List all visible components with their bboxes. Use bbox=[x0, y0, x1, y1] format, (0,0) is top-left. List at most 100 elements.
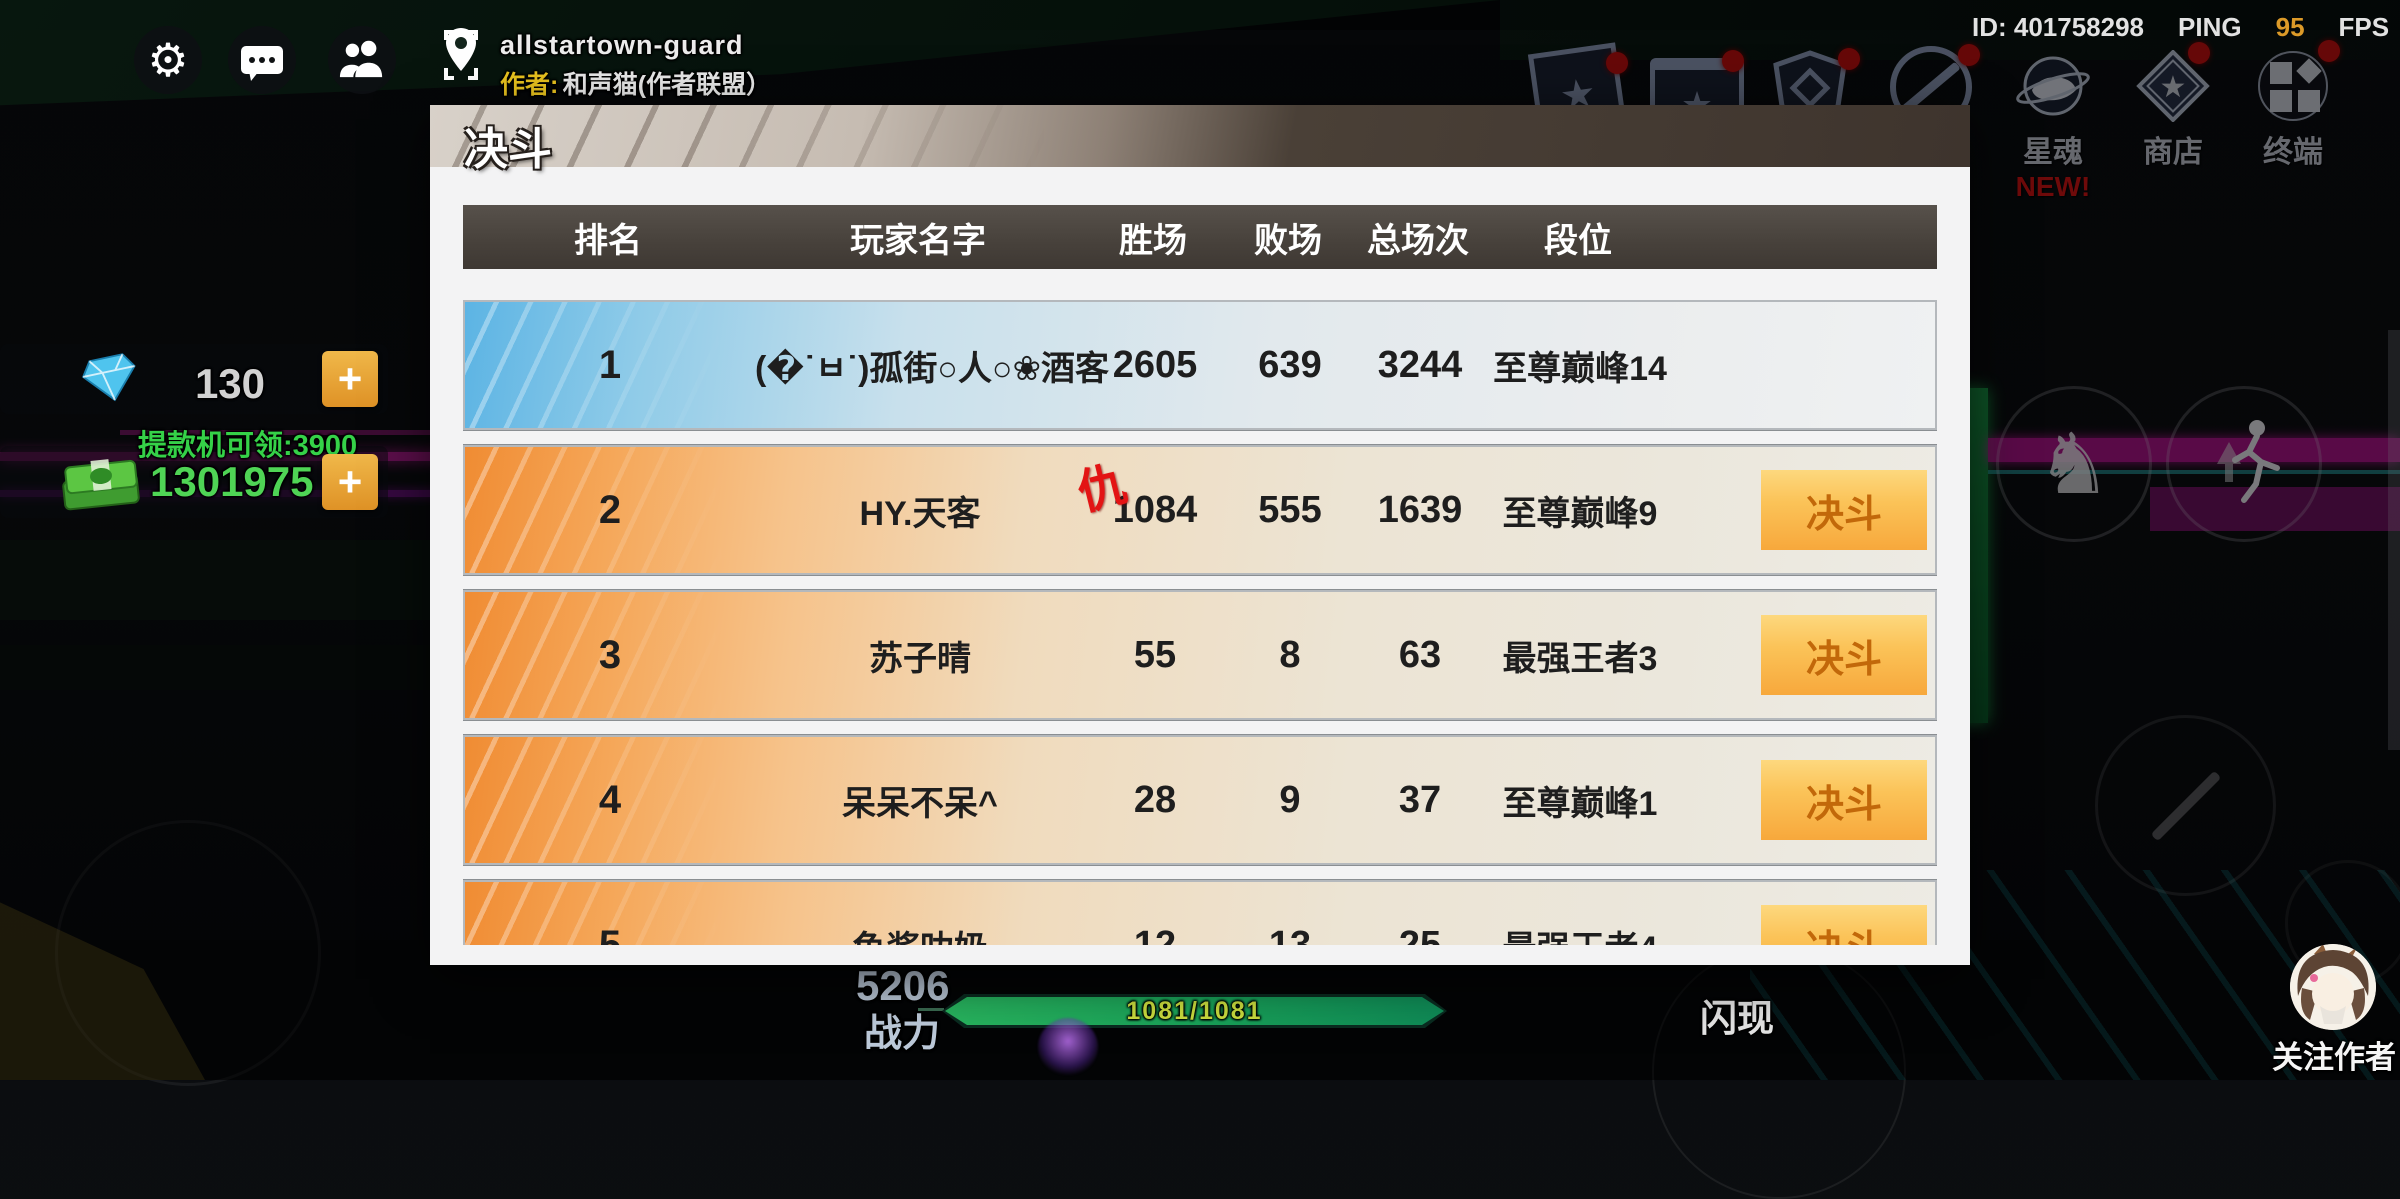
attack-button-dimmed[interactable] bbox=[2095, 715, 2276, 896]
author-label: 作者: bbox=[500, 71, 559, 99]
gear-icon: ⚙ bbox=[147, 34, 189, 86]
ping-value: 95 bbox=[2275, 12, 2305, 42]
health-text: 1081/1081 bbox=[1126, 996, 1263, 1025]
leaderboard-row: 1 (�˙ㅂ˙)孤街○人○❀酒客 2605 639 3244 至尊巅峰14 bbox=[463, 300, 1937, 430]
wins-cell: 55 bbox=[1133, 633, 1177, 676]
losses-cell: 8 bbox=[1279, 633, 1301, 676]
duel-modal: 决斗 排名 玩家名字 胜场 败场 总场次 段位 1 (�˙ㅂ˙)孤街○人○❀酒客… bbox=[430, 105, 1970, 965]
tier-cell: 至尊巅峰1 bbox=[1502, 784, 1658, 823]
map-button[interactable] bbox=[432, 24, 490, 91]
duel-button[interactable]: 决斗 bbox=[1761, 615, 1927, 695]
rank-cell: 5 bbox=[598, 922, 622, 946]
total-cell: 25 bbox=[1398, 923, 1442, 946]
friends-button[interactable] bbox=[328, 26, 396, 94]
rank-cell: 3 bbox=[598, 632, 622, 677]
total-cell: 1639 bbox=[1377, 488, 1463, 531]
tier-cell: 最强王者4 bbox=[1485, 921, 1675, 946]
header-name: 玩家名字 bbox=[850, 221, 986, 260]
menu-item-star-soul[interactable]: 星魂 NEW! bbox=[1998, 50, 2108, 203]
menu-label: 终端 bbox=[2263, 136, 2323, 169]
notification-dot bbox=[2188, 42, 2210, 64]
header-wins: 胜场 bbox=[1119, 221, 1187, 260]
leaderboard-row: 3 苏子晴 55 8 63 最强王者3 决斗 bbox=[463, 590, 1937, 720]
modal-title: 决斗 bbox=[464, 125, 552, 174]
horse-rider-icon: ♞ bbox=[2036, 417, 2112, 511]
people-icon bbox=[339, 38, 385, 83]
losses-cell: 13 bbox=[1268, 923, 1312, 946]
add-cash-button[interactable]: + bbox=[322, 454, 378, 510]
map-pin-icon bbox=[432, 28, 490, 90]
status-bar: ID: 401758298 PING 95 FPS 27 bbox=[1972, 12, 2400, 43]
power-label: 战力 bbox=[864, 1013, 941, 1055]
menu-label: 星魂 bbox=[2023, 136, 2083, 169]
player-name: (�˙ㅂ˙)孤街○人○❀酒客 bbox=[755, 349, 1109, 388]
chat-button[interactable] bbox=[228, 26, 296, 94]
total-cell: 63 bbox=[1398, 633, 1442, 676]
star-soul-icon bbox=[2014, 56, 2092, 126]
location-info: allstartown-guard 作者: 和声猫(作者联盟） bbox=[500, 30, 771, 101]
follow-author-label[interactable]: 关注作者 bbox=[2272, 1040, 2396, 1075]
player-name: HY.天客 bbox=[859, 494, 981, 533]
health-bar: 1081/1081 bbox=[942, 994, 1447, 1028]
duel-button[interactable]: 决斗 bbox=[1761, 905, 1927, 945]
author-avatar[interactable] bbox=[2290, 944, 2376, 1030]
rank-cell: 2 bbox=[598, 487, 622, 532]
rank-cell: 1 bbox=[598, 342, 622, 387]
notification-dot bbox=[1958, 44, 1980, 66]
terminal-icon bbox=[2254, 51, 2332, 126]
player-id: ID: 401758298 bbox=[1972, 12, 2145, 42]
losses-cell: 555 bbox=[1258, 488, 1322, 531]
add-diamond-button[interactable]: + bbox=[322, 351, 378, 407]
leaderboard-row: 4 呆呆不呆^ 28 9 37 至尊巅峰1 决斗 bbox=[463, 735, 1937, 865]
parkour-button[interactable] bbox=[2166, 386, 2322, 542]
menu-item-shop[interactable]: ★ 商店 bbox=[2118, 49, 2228, 171]
notification-dot bbox=[1722, 50, 1744, 72]
notification-dot bbox=[1838, 48, 1860, 70]
total-cell: 3244 bbox=[1377, 343, 1463, 386]
ride-horse-button[interactable]: ♞ bbox=[1996, 386, 2152, 542]
header-losses: 败场 bbox=[1254, 221, 1322, 260]
menu-label: 商店 bbox=[2143, 136, 2203, 169]
wins-cell: 2605 bbox=[1112, 343, 1198, 386]
diamond-balance: 130 bbox=[194, 360, 266, 407]
settings-button[interactable]: ⚙ bbox=[134, 26, 202, 94]
modal-title-bar: 决斗 bbox=[430, 105, 1970, 174]
header-rank: 排名 bbox=[574, 221, 642, 260]
diamond-icon bbox=[80, 348, 140, 411]
ping-label: PING bbox=[2178, 12, 2242, 42]
player-name: 苏子晴 bbox=[869, 639, 971, 678]
flash-skill-button[interactable]: 闪现 bbox=[1700, 998, 1774, 1039]
wins-cell: 12 bbox=[1133, 923, 1177, 946]
fps-label: FPS bbox=[2338, 12, 2390, 42]
duel-table-rows: 1 (�˙ㅂ˙)孤街○人○❀酒客 2605 639 3244 至尊巅峰14 2 … bbox=[463, 300, 1937, 945]
notification-dot bbox=[2318, 40, 2340, 62]
player-name: 鱼酱叻奶 bbox=[755, 921, 1085, 946]
duel-button[interactable]: 决斗 bbox=[1761, 470, 1927, 550]
leaderboard-row: 2 HY.天客 1084 555 1639 至尊巅峰9 决斗 仇 bbox=[463, 445, 1937, 575]
tier-cell: 至尊巅峰9 bbox=[1502, 494, 1658, 533]
wins-cell: 28 bbox=[1133, 778, 1177, 821]
duel-table-header: 排名 玩家名字 胜场 败场 总场次 段位 bbox=[463, 205, 1937, 269]
cash-icon bbox=[56, 450, 148, 517]
total-cell: 37 bbox=[1398, 778, 1442, 821]
withdraw-available: 提款机可领:3900 bbox=[138, 430, 358, 462]
cash-balance: 1301975 bbox=[150, 458, 314, 505]
wins-cell: 1084 bbox=[1112, 488, 1198, 531]
tier-cell: 至尊巅峰14 bbox=[1493, 349, 1667, 388]
shop-icon: ★ bbox=[2134, 49, 2212, 126]
duel-button[interactable]: 决斗 bbox=[1761, 760, 1927, 840]
player-name: 呆呆不呆^ bbox=[842, 784, 998, 823]
notification-dot bbox=[1606, 52, 1628, 74]
losses-cell: 639 bbox=[1258, 343, 1322, 386]
jumping-person-icon bbox=[2199, 412, 2289, 517]
leaderboard-row: 5 鱼酱叻奶 12 13 25 最强王者4 决斗 bbox=[463, 880, 1937, 945]
rank-cell: 4 bbox=[598, 777, 622, 822]
new-badge: NEW! bbox=[2015, 171, 2091, 202]
author-name: 和声猫(作者联盟） bbox=[562, 71, 772, 99]
losses-cell: 9 bbox=[1279, 778, 1301, 821]
guild-name: allstartown-guard bbox=[500, 30, 744, 60]
header-tier: 段位 bbox=[1544, 221, 1612, 260]
tier-cell: 最强王者3 bbox=[1502, 639, 1658, 678]
menu-item-terminal[interactable]: 终端 bbox=[2238, 50, 2348, 171]
svg-text:★: ★ bbox=[2160, 71, 2187, 104]
